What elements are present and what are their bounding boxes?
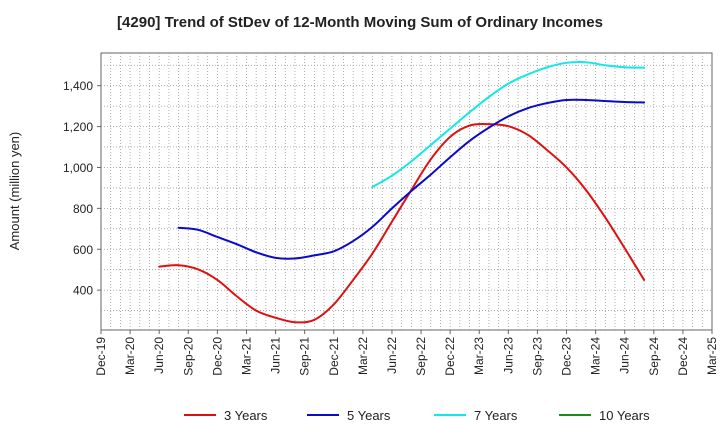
legend-label-7-years: 7 Years [474, 408, 518, 423]
legend: 3 Years 5 Years 7 Years 10 Years [184, 408, 650, 423]
x-tick-label: Sep-20 [181, 337, 195, 376]
x-tick-label: Mar-21 [239, 337, 253, 375]
x-tick-label: Sep-22 [414, 337, 428, 376]
y-tick-label: 400 [73, 284, 93, 298]
y-tick-label: 1,400 [63, 79, 93, 93]
x-tick-label: Mar-22 [356, 337, 370, 375]
y-tick-label: 1,000 [63, 161, 93, 175]
legend-label-3-years: 3 Years [224, 408, 268, 423]
x-tick-label: Sep-21 [298, 337, 312, 376]
plot-frame [100, 52, 713, 331]
axes: 400 600 800 1,000 1,200 1,400 Dec-19 Mar-20 Jun-… [63, 79, 719, 375]
y-tick-label: 1,200 [63, 120, 93, 134]
x-tick-label: Sep-23 [530, 337, 544, 376]
x-tick-label: Dec-21 [327, 337, 341, 376]
series-line-7-years [371, 60, 646, 188]
x-tick-label: Jun-21 [269, 337, 283, 374]
x-tick-label: Mar-20 [123, 337, 137, 375]
y-tick-label: 600 [73, 243, 93, 257]
x-tick-label: Mar-24 [589, 337, 603, 375]
x-tick-label: Mar-25 [705, 337, 719, 375]
chart-title: [4290] Trend of StDev of 12-Month Moving… [117, 14, 603, 31]
y-axis-label: Amount (million yen) [7, 132, 22, 251]
legend-label-5-years: 5 Years [347, 408, 391, 423]
series-line-3-years [158, 122, 646, 324]
x-tick-label: Dec-22 [443, 337, 457, 376]
grid [100, 52, 713, 331]
y-tick-label: 800 [73, 202, 93, 216]
x-tick-label: Dec-19 [94, 337, 108, 376]
x-tick-label: Dec-24 [676, 337, 690, 376]
x-tick-label: Jun-23 [501, 337, 515, 374]
legend-label-10-years: 10 Years [599, 408, 650, 423]
x-tick-label: Jun-24 [618, 337, 632, 374]
x-tick-label: Dec-20 [210, 337, 224, 376]
x-tick-label: Mar-23 [472, 337, 486, 375]
x-tick-label: Jun-22 [385, 337, 399, 374]
x-tick-label: Jun-20 [152, 337, 166, 374]
series [158, 60, 646, 324]
x-tick-label: Sep-24 [647, 337, 661, 376]
series-line-5-years [177, 98, 646, 260]
x-tick-label: Dec-23 [560, 337, 574, 376]
